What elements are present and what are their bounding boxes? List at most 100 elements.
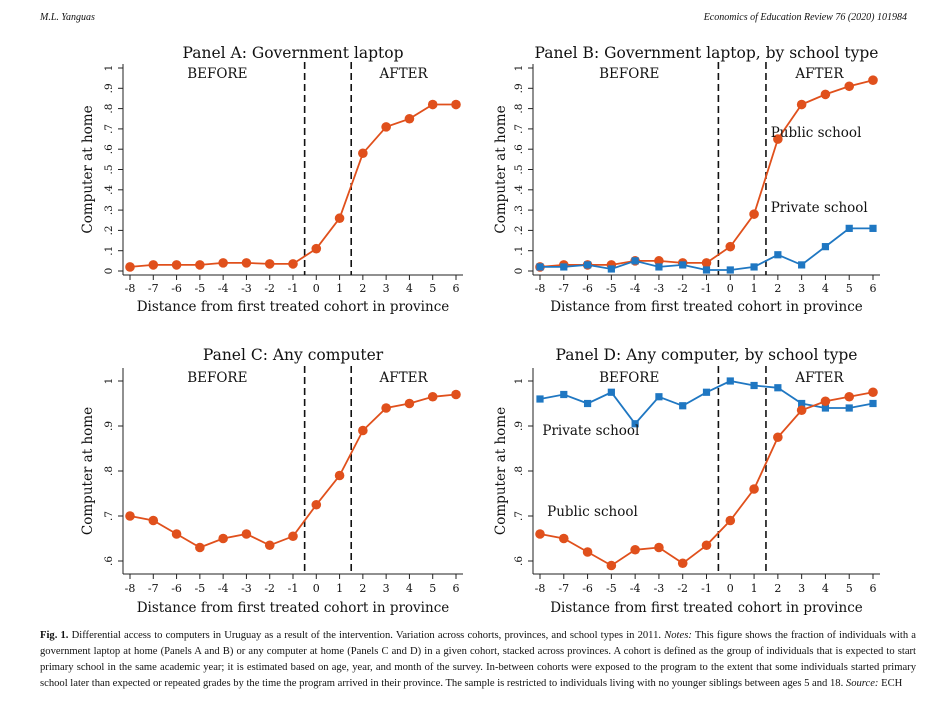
x-tick-label: -3 [654,582,665,595]
x-tick-label: -6 [582,282,593,295]
x-tick-label: 5 [846,282,853,295]
x-tick-label: -8 [125,282,136,295]
y-tick-label: .7 [103,511,115,521]
x-tick-label: 0 [313,282,320,295]
before-label: BEFORE [187,66,247,82]
private-school-point [607,265,615,273]
x-tick-label: -8 [535,582,546,595]
x-axis-label: Distance from first treated cohort in pr… [137,299,450,315]
private-school-point [655,263,663,271]
public-school-annotation: Public school [547,504,638,520]
series-0-point [381,122,391,132]
public-school-point [796,99,807,110]
private-school-point [536,395,544,403]
x-tick-label: 2 [359,282,366,295]
y-tick-label: .8 [103,466,115,476]
y-axis-label: Computer at home [80,105,96,233]
x-tick-label: 4 [406,282,413,295]
before-label: BEFORE [187,370,247,386]
x-tick-label: -4 [218,282,229,295]
y-tick-label: .4 [103,184,115,194]
caption-label: Fig. 1. [40,630,69,641]
after-label: AFTER [794,370,844,386]
after-label: AFTER [379,370,429,386]
x-tick-label: 1 [751,282,758,295]
x-tick-label: -4 [218,582,229,595]
y-tick-label: 0 [103,268,115,275]
running-head-journal: Economics of Education Review 76 (2020) … [703,12,907,23]
private-school-point [798,261,806,269]
y-tick-label: 1 [513,378,525,385]
x-tick-label: -1 [288,282,299,295]
public-school-point [773,432,783,443]
private-school-annotation: Private school [542,423,639,439]
private-school-point [702,266,711,274]
series-0-point [427,391,438,402]
y-tick-label: .7 [103,124,115,134]
series-0-point [358,148,368,159]
x-tick-label: -7 [148,582,159,595]
x-tick-label: 3 [383,582,390,595]
series-0-point [148,260,159,270]
private-school-point [750,381,758,390]
panel-b: Panel B: Government laptop, by school ty… [493,44,880,315]
x-tick-label: 0 [727,582,734,595]
private-school-point [631,420,639,428]
public-school-line [539,391,874,567]
public-school-point [725,515,736,526]
series-0-point [241,529,252,539]
y-tick-label: .7 [513,124,525,134]
y-axis-label: Computer at home [493,407,509,535]
x-tick-label: -7 [148,282,159,295]
private-school-point [631,257,639,265]
running-head-author: M.L. Yanguas [40,12,95,23]
y-tick-label: .9 [513,83,525,93]
x-axis-label: Distance from first treated cohort in pr… [137,600,450,616]
public-school-point [582,547,593,557]
x-tick-label: 6 [870,282,877,295]
x-tick-label: 6 [453,282,460,295]
series-0-point [195,260,205,270]
public-school-point [773,134,783,144]
x-tick-label: -3 [241,582,252,595]
y-tick-label: .9 [103,421,115,431]
y-tick-label: .6 [513,144,525,154]
x-tick-label: 0 [727,282,734,295]
series-0-point [334,470,345,481]
series-0-point [171,260,182,270]
private-school-point [869,399,877,408]
private-school-point [536,263,544,271]
y-tick-label: .5 [103,164,115,174]
y-tick-label: .1 [513,246,525,256]
series-0-point [171,529,182,539]
private-school-point [679,261,687,269]
private-school-annotation: Private school [771,200,868,216]
public-school-point [654,542,664,553]
public-school-point [844,81,855,92]
x-tick-label: -6 [171,282,182,295]
x-tick-label: -1 [701,282,712,295]
public-school-line [539,79,874,268]
series-0-point [311,499,322,510]
caption-source: ECH [881,678,903,689]
panel-title: Panel A: Government laptop [182,44,403,62]
x-tick-label: 1 [336,282,343,295]
series-0-point [264,259,275,269]
series-0-point [218,258,228,268]
private-school-point [774,384,782,392]
series-0-point [264,540,275,551]
panel-a: Panel A: Government laptop 0 .1 .2 .3 .4 .5 .6.… [80,44,463,315]
caption-source-label: Source: [845,678,879,689]
private-school-point [679,402,687,410]
public-school-point [725,241,736,252]
y-tick-label: .8 [513,104,525,114]
x-axis-label: Distance from first treated cohort in pr… [550,299,863,315]
public-school-point [868,75,878,85]
after-label: AFTER [794,66,844,82]
y-tick-label: .5 [513,164,525,174]
series-0-point [288,259,298,269]
private-school-point [774,251,782,259]
x-tick-label: -2 [677,582,688,595]
panel-c: Panel C: Any computer .6 .7 .8 .9 1 -8 -7 -6 -5 -4… [80,346,463,616]
public-school-point [606,560,617,571]
